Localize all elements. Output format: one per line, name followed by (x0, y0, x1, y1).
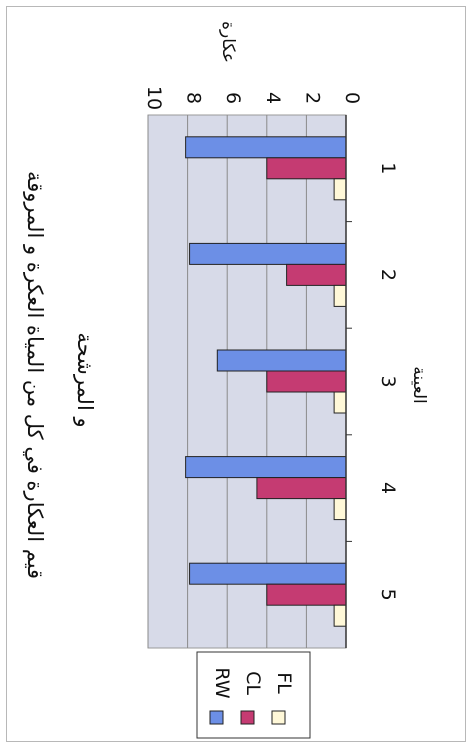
value-tick-label: 6 (222, 92, 244, 104)
value-tick-label: 4 (262, 92, 284, 104)
legend-label-cl: CL (242, 671, 264, 695)
bar-rw (189, 242, 347, 265)
value-tick-label: 0 (341, 92, 363, 104)
bar-fl (333, 284, 347, 307)
bar-fl (333, 391, 347, 414)
bar-cl (256, 477, 347, 500)
category-labels: 1 2 3 4 5 (377, 162, 399, 600)
category-label: 1 (377, 162, 399, 174)
value-axis-label: عكارة (218, 21, 238, 63)
bar-fl (333, 604, 347, 627)
value-tick-label: 10 (143, 86, 165, 110)
legend-label-fl: FL (273, 672, 295, 694)
legend-swatch-cl (240, 710, 255, 725)
category-label: 3 (377, 375, 399, 387)
bar-fl (333, 178, 347, 201)
category-label: 2 (377, 269, 399, 281)
bar-cl (266, 583, 347, 606)
category-axis-label: العينة (409, 366, 429, 403)
bar-rw (185, 456, 347, 479)
value-tick-label: 2 (301, 92, 323, 104)
value-ticks: 0 2 4 6 8 10 (143, 86, 363, 110)
bar-rw (185, 136, 347, 159)
bar-cl (266, 157, 347, 180)
bar-rw (189, 562, 347, 585)
legend-swatch-rw (209, 710, 224, 725)
chart-title: قيم العكارة في كل من المياة العكرة و الم… (22, 171, 97, 579)
value-tick-label: 8 (183, 92, 205, 104)
chart-title-line-1: قيم العكارة في كل من المياة العكرة و الم… (22, 171, 47, 579)
legend: RW CL FL (196, 651, 311, 739)
legend-swatch-fl (271, 710, 286, 725)
chart-title-line-2: و المرشحة (73, 332, 97, 427)
category-label: 4 (377, 482, 399, 494)
category-label: 5 (377, 589, 399, 601)
bar-rw (216, 349, 347, 372)
bar-fl (333, 498, 347, 521)
bars (185, 136, 347, 627)
axes (345, 115, 352, 648)
bar-cl (286, 263, 347, 286)
legend-label-rw: RW (211, 667, 233, 698)
bar-cl (266, 370, 347, 393)
